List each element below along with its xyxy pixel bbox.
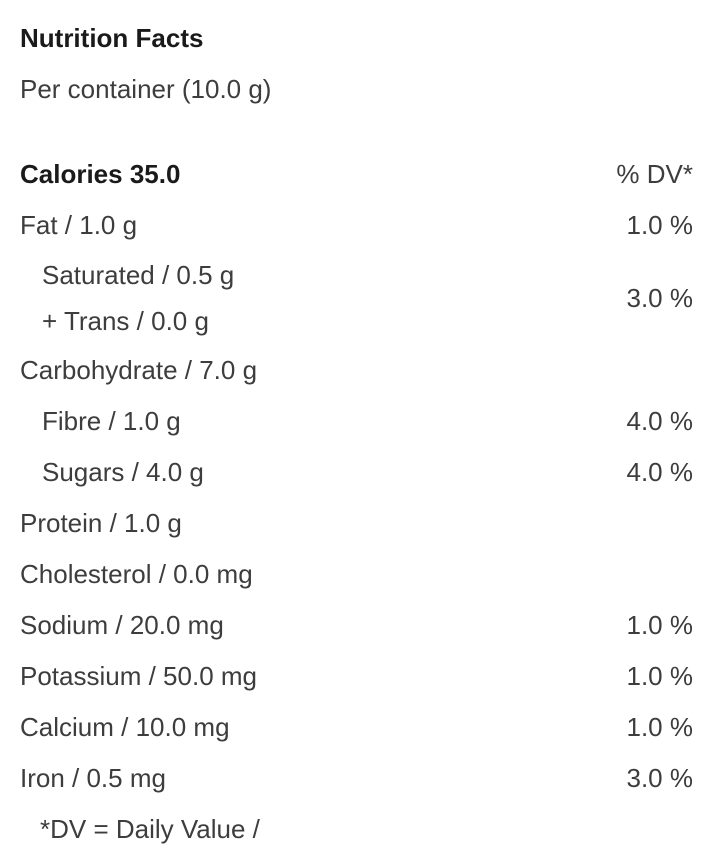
daily-value-footnote: *DV = Daily Value / — [40, 814, 260, 844]
nutrient-row-cholesterol: Cholesterol / 0.0 mg — [20, 549, 693, 600]
nutrient-label: Sugars / 4.0 g — [42, 457, 204, 487]
nutrient-row-carbohydrate: Carbohydrate / 7.0 g — [20, 345, 693, 396]
nutrient-label: Carbohydrate / 7.0 g — [20, 355, 258, 385]
nutrient-dv: 1.0 % — [626, 210, 694, 240]
nutrient-row-potassium: Potassium / 50.0 mg 1.0 % — [20, 651, 693, 702]
nutrient-row-fibre: Fibre / 1.0 g 4.0 % — [20, 396, 693, 447]
nutrient-label: Protein / 1.0 g — [20, 508, 182, 538]
nutrient-label: Fibre / 1.0 g — [42, 406, 181, 436]
nutrient-label: Cholesterol / 0.0 mg — [20, 559, 253, 589]
nutrient-row-sugars: Sugars / 4.0 g 4.0 % — [20, 447, 693, 498]
nutrient-label: Potassium / 50.0 mg — [20, 661, 257, 691]
nutrient-dv: 1.0 % — [626, 610, 694, 640]
nutrient-dv: 4.0 % — [626, 406, 694, 436]
nutrient-label-trans: + Trans / 0.0 g — [42, 306, 209, 336]
nutrient-label-saturated: Saturated / 0.5 g — [42, 260, 235, 290]
nutrient-dv: 3.0 % — [626, 763, 694, 793]
nutrient-row-fat: Fat / 1.0 g 1.0 % — [20, 200, 693, 251]
nutrition-facts-title: Nutrition Facts — [20, 23, 204, 53]
nutrient-label-group: Saturated / 0.5 g + Trans / 0.0 g — [20, 252, 234, 344]
nutrient-row-protein: Protein / 1.0 g — [20, 498, 693, 549]
nutrient-row-saturated-trans: Saturated / 0.5 g + Trans / 0.0 g 3.0 % — [20, 251, 693, 345]
nutrient-dv: 1.0 % — [626, 661, 694, 691]
nutrient-row-iron: Iron / 0.5 mg 3.0 % — [20, 753, 693, 804]
nutrient-label: Calcium / 10.0 mg — [20, 712, 230, 742]
calories-value: Calories 35.0 — [20, 159, 181, 189]
nutrient-dv: 3.0 % — [626, 282, 694, 313]
nutrient-label: Sodium / 20.0 mg — [20, 610, 224, 640]
nutrient-label: Fat / 1.0 g — [20, 210, 138, 240]
nutrient-label: Iron / 0.5 mg — [20, 763, 166, 793]
nutrient-dv: 4.0 % — [626, 457, 694, 487]
nutrient-row-calcium: Calcium / 10.0 mg 1.0 % — [20, 702, 693, 753]
calories-header-row: Calories 35.0 % DV* — [20, 149, 693, 200]
serving-size-text: Per container (10.0 g) — [20, 73, 272, 104]
daily-value-column-header: % DV* — [616, 159, 693, 189]
nutrient-dv: 1.0 % — [626, 712, 694, 742]
nutrient-row-sodium: Sodium / 20.0 mg 1.0 % — [20, 600, 693, 651]
